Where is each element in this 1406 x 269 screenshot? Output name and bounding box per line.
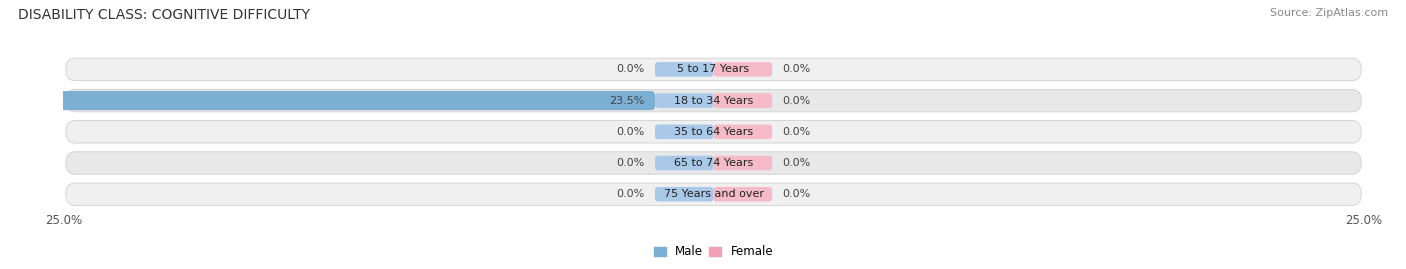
FancyBboxPatch shape bbox=[713, 125, 772, 139]
FancyBboxPatch shape bbox=[713, 156, 772, 170]
Text: Source: ZipAtlas.com: Source: ZipAtlas.com bbox=[1270, 8, 1388, 18]
Text: 0.0%: 0.0% bbox=[783, 95, 811, 106]
FancyBboxPatch shape bbox=[713, 62, 772, 77]
FancyBboxPatch shape bbox=[655, 93, 713, 108]
Legend: Male, Female: Male, Female bbox=[650, 241, 778, 263]
FancyBboxPatch shape bbox=[655, 125, 713, 139]
Text: 23.5%: 23.5% bbox=[609, 95, 644, 106]
FancyBboxPatch shape bbox=[66, 89, 1361, 112]
FancyBboxPatch shape bbox=[713, 187, 772, 201]
Text: 0.0%: 0.0% bbox=[783, 158, 811, 168]
FancyBboxPatch shape bbox=[655, 156, 713, 170]
Text: 75 Years and over: 75 Years and over bbox=[664, 189, 763, 199]
FancyBboxPatch shape bbox=[66, 58, 1361, 81]
Text: 65 to 74 Years: 65 to 74 Years bbox=[673, 158, 754, 168]
FancyBboxPatch shape bbox=[66, 183, 1361, 206]
FancyBboxPatch shape bbox=[713, 93, 772, 108]
Text: 18 to 34 Years: 18 to 34 Years bbox=[673, 95, 754, 106]
Text: 0.0%: 0.0% bbox=[783, 189, 811, 199]
FancyBboxPatch shape bbox=[655, 62, 713, 77]
Text: 0.0%: 0.0% bbox=[616, 158, 644, 168]
FancyBboxPatch shape bbox=[66, 152, 1361, 174]
Text: 0.0%: 0.0% bbox=[783, 127, 811, 137]
Text: 5 to 17 Years: 5 to 17 Years bbox=[678, 64, 749, 75]
Text: 0.0%: 0.0% bbox=[616, 64, 644, 75]
Text: 0.0%: 0.0% bbox=[616, 127, 644, 137]
Text: 0.0%: 0.0% bbox=[616, 189, 644, 199]
Text: DISABILITY CLASS: COGNITIVE DIFFICULTY: DISABILITY CLASS: COGNITIVE DIFFICULTY bbox=[18, 8, 311, 22]
Text: 35 to 64 Years: 35 to 64 Years bbox=[673, 127, 754, 137]
FancyBboxPatch shape bbox=[44, 91, 655, 110]
FancyBboxPatch shape bbox=[66, 121, 1361, 143]
Text: 0.0%: 0.0% bbox=[783, 64, 811, 75]
FancyBboxPatch shape bbox=[655, 187, 713, 201]
